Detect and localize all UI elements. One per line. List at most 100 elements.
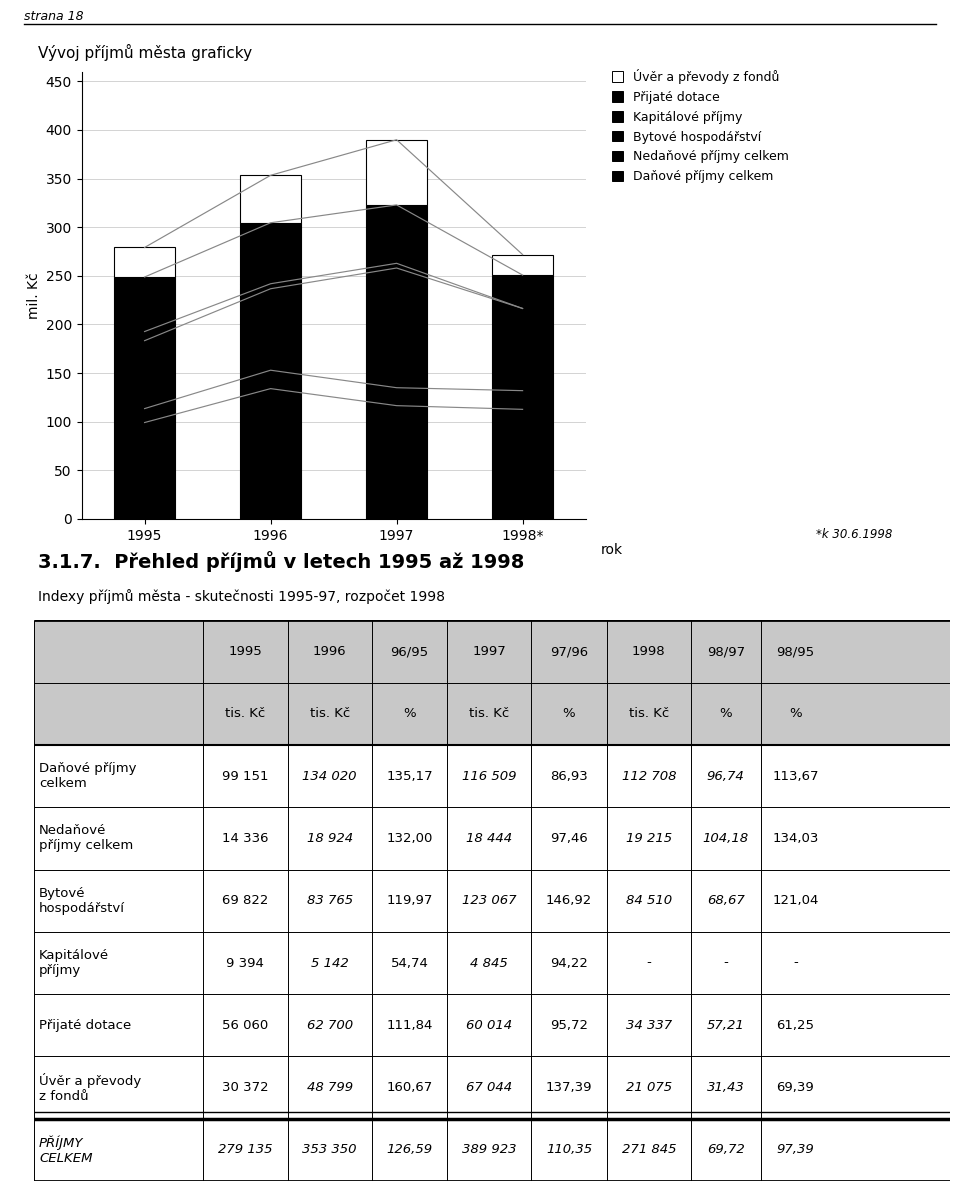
Bar [34,620,950,682]
Text: 126,59: 126,59 [387,1143,433,1156]
Bar [492,390,553,409]
Text: rok: rok [601,543,623,557]
Text: 86,93: 86,93 [550,769,588,783]
Bar [114,408,175,422]
Text: 69 822: 69 822 [222,895,269,907]
Text: 132,00: 132,00 [386,832,433,845]
Text: Vývoj příjmů města graficky: Vývoj příjmů města graficky [38,44,252,61]
Text: 137,39: 137,39 [546,1081,592,1094]
Text: 98/97: 98/97 [707,645,745,659]
Text: 134,03: 134,03 [772,832,819,845]
Text: 146,92: 146,92 [546,895,592,907]
Text: 98/95: 98/95 [777,645,814,659]
Text: 83 765: 83 765 [306,895,352,907]
Text: 96,74: 96,74 [707,769,745,783]
Text: 121,04: 121,04 [772,895,819,907]
Text: 112 708: 112 708 [621,769,676,783]
Text: tis. Kč: tis. Kč [629,707,669,721]
Text: 271 845: 271 845 [621,1143,676,1156]
Text: 389 923: 389 923 [462,1143,516,1156]
Text: tis. Kč: tis. Kč [469,707,510,721]
Legend: Úvěr a převody z fondů, Přijaté dotace, Kapitálové příjmy, Bytové hospodářství, : Úvěr a převody z fondů, Přijaté dotace, … [612,69,789,184]
Text: 353 350: 353 350 [302,1143,357,1156]
Text: 99 151: 99 151 [222,769,269,783]
Text: -: - [646,957,651,970]
Bar [114,247,175,277]
Text: 134 020: 134 020 [302,769,357,783]
Text: 104,18: 104,18 [703,832,749,845]
Text: 135,17: 135,17 [386,769,433,783]
Text: 31,43: 31,43 [707,1081,745,1094]
Text: 68,67: 68,67 [707,895,745,907]
Bar [492,276,553,309]
Bar [492,309,553,390]
Text: %: % [563,707,575,721]
Bar [492,254,553,276]
Text: Daňové příjmy
celkem: Daňové příjmy celkem [39,762,136,790]
Text: Kapitálové
příjmy: Kapitálové příjmy [39,948,109,977]
Text: 84 510: 84 510 [626,895,672,907]
Text: Nedaňové
příjmy celkem: Nedaňové příjmy celkem [39,824,133,853]
Text: *k 30.6.1998: *k 30.6.1998 [816,528,893,542]
Text: strana 18: strana 18 [24,10,84,23]
Text: 97,39: 97,39 [777,1143,814,1156]
Bar [114,277,175,332]
Text: 1998: 1998 [632,645,665,659]
Text: 119,97: 119,97 [386,895,433,907]
Text: 9 394: 9 394 [227,957,264,970]
Bar [114,332,175,341]
Text: 160,67: 160,67 [386,1081,433,1094]
Text: 21 075: 21 075 [626,1081,672,1094]
Text: 110,35: 110,35 [546,1143,592,1156]
Text: 1997: 1997 [472,645,506,659]
Bar [240,284,300,289]
Text: 111,84: 111,84 [386,1019,433,1032]
Text: 60 014: 60 014 [467,1019,513,1032]
Text: 61,25: 61,25 [777,1019,814,1032]
Text: 3.1.7.  Přehled příjmů v letech 1995 až 1998: 3.1.7. Přehled příjmů v letech 1995 až 1… [38,551,525,573]
Text: %: % [789,707,802,721]
Text: PŘÍJMY
CELKEM: PŘÍJMY CELKEM [39,1136,92,1164]
Text: -: - [793,957,798,970]
Text: 69,39: 69,39 [777,1081,814,1094]
Bar [240,289,300,370]
Text: 123 067: 123 067 [462,895,516,907]
Text: 113,67: 113,67 [772,769,819,783]
Text: %: % [403,707,416,721]
Text: 97,46: 97,46 [550,832,588,845]
Text: Úvěr a převody
z fondů: Úvěr a převody z fondů [39,1073,141,1102]
Text: tis. Kč: tis. Kč [226,707,266,721]
Text: 67 044: 67 044 [467,1081,513,1094]
Bar [34,682,950,744]
Text: 14 336: 14 336 [222,832,269,845]
Text: 4 845: 4 845 [470,957,508,970]
Bar [367,140,427,205]
Bar [240,175,300,223]
Text: 30 372: 30 372 [222,1081,269,1094]
Text: 48 799: 48 799 [306,1081,352,1094]
Bar [114,422,175,519]
Y-axis label: mil. Kč: mil. Kč [27,272,41,319]
Text: 34 337: 34 337 [626,1019,672,1032]
Text: 1996: 1996 [313,645,347,659]
Bar [367,388,427,406]
Text: 97/96: 97/96 [550,645,588,659]
Text: 56 060: 56 060 [223,1019,269,1032]
Text: 5 142: 5 142 [311,957,348,970]
Bar [367,406,427,519]
Text: 19 215: 19 215 [626,832,672,845]
Text: 62 700: 62 700 [306,1019,352,1032]
Text: %: % [719,707,732,721]
Text: 116 509: 116 509 [462,769,516,783]
Text: Přijaté dotace: Přijaté dotace [39,1019,132,1032]
Text: 69,72: 69,72 [707,1143,745,1156]
Text: 54,74: 54,74 [391,957,428,970]
Bar [240,370,300,389]
Text: 57,21: 57,21 [707,1019,745,1032]
Bar [492,409,553,519]
Text: 94,22: 94,22 [550,957,588,970]
Bar [240,389,300,519]
Text: 279 135: 279 135 [218,1143,273,1156]
Bar [240,223,300,284]
Text: 18 444: 18 444 [467,832,513,845]
